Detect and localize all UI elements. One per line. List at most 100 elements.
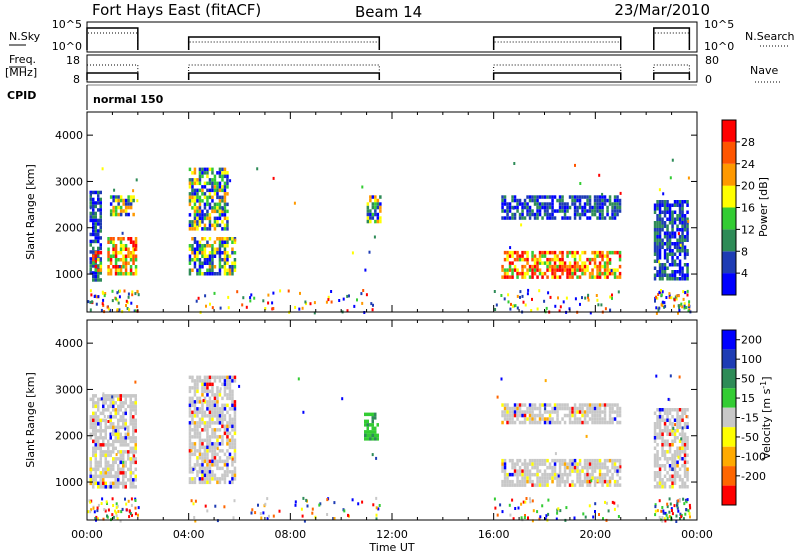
time-tick-labels: 00:00 04:00 08:00 12:00 16:00 20:00 00:00 bbox=[71, 528, 713, 541]
power-cell bbox=[226, 237, 229, 241]
velocity-cell bbox=[375, 517, 378, 521]
power-cell bbox=[136, 290, 139, 294]
power-cell bbox=[681, 231, 684, 235]
power-cell bbox=[601, 195, 604, 199]
power-cell bbox=[543, 261, 547, 265]
velocity-cell bbox=[608, 469, 612, 473]
power-cell bbox=[656, 214, 659, 218]
velocity-cell bbox=[578, 420, 582, 425]
power-cell bbox=[528, 264, 532, 269]
velocity-cell bbox=[129, 512, 132, 515]
power-cell bbox=[576, 261, 579, 265]
power-cell bbox=[687, 219, 690, 223]
power-cell bbox=[508, 254, 512, 258]
velocity-cell bbox=[134, 446, 137, 451]
velocity-cell bbox=[571, 410, 574, 414]
velocity-cell bbox=[134, 380, 137, 384]
power-cell bbox=[117, 202, 120, 206]
power-cell bbox=[112, 251, 115, 255]
velocity-cell bbox=[594, 502, 597, 506]
velocity-cell bbox=[132, 481, 135, 486]
velocity-cell bbox=[109, 471, 112, 475]
power-cell bbox=[366, 202, 370, 206]
power-cell bbox=[551, 216, 554, 220]
power-cell bbox=[533, 195, 537, 199]
power-cell bbox=[231, 272, 234, 276]
velocity-cell bbox=[566, 472, 569, 477]
power-cell bbox=[193, 220, 197, 224]
velocity-cell bbox=[676, 502, 679, 506]
velocity-cell bbox=[576, 476, 579, 480]
power-cell bbox=[188, 195, 192, 200]
power-cell bbox=[216, 272, 219, 276]
power-cell bbox=[578, 254, 582, 258]
velocity-cell bbox=[218, 379, 222, 383]
velocity-cell bbox=[94, 453, 97, 458]
power-cell bbox=[678, 266, 682, 270]
velocity-cell bbox=[107, 394, 110, 398]
power-cell bbox=[107, 307, 110, 311]
velocity-cell bbox=[132, 446, 135, 451]
power-cell bbox=[87, 300, 90, 304]
velocity-cell bbox=[508, 479, 512, 484]
power-cell bbox=[673, 252, 677, 256]
power-cell bbox=[523, 275, 527, 279]
velocity-cell bbox=[578, 410, 582, 414]
velocity-cell bbox=[555, 517, 558, 521]
velocity-cell bbox=[660, 509, 663, 513]
power-cell bbox=[653, 231, 657, 235]
power-cell bbox=[671, 217, 674, 221]
velocity-cell bbox=[561, 479, 564, 484]
power-cell bbox=[231, 268, 234, 272]
sky-noise-line bbox=[187, 36, 381, 50]
power-cell bbox=[516, 268, 519, 272]
velocity-cell bbox=[598, 403, 602, 407]
power-cell bbox=[97, 229, 100, 233]
velocity-cell bbox=[686, 443, 689, 447]
velocity-cell bbox=[668, 497, 671, 501]
velocity-cell bbox=[548, 476, 552, 480]
velocity-cell bbox=[531, 458, 534, 463]
velocity-cell bbox=[196, 414, 199, 418]
velocity-cell bbox=[105, 500, 108, 504]
power-cell bbox=[588, 195, 592, 199]
velocity-cell bbox=[221, 477, 224, 481]
velocity-cell bbox=[134, 512, 137, 516]
power-cell bbox=[374, 202, 377, 206]
power-cell bbox=[553, 254, 557, 258]
power-cell bbox=[606, 250, 609, 255]
power-cell bbox=[127, 195, 130, 199]
velocity-cell bbox=[188, 396, 192, 401]
power-cell bbox=[573, 257, 577, 262]
velocity-cell bbox=[117, 510, 120, 513]
velocity-cell bbox=[326, 513, 329, 516]
power-cell bbox=[369, 209, 372, 213]
power-cell bbox=[536, 216, 539, 220]
power-cell bbox=[198, 181, 202, 186]
velocity-cell bbox=[213, 431, 217, 436]
power-cell bbox=[368, 250, 371, 254]
power-cell bbox=[661, 270, 664, 274]
power-cell bbox=[559, 305, 562, 309]
power-cell bbox=[94, 254, 98, 258]
velocity-cell bbox=[571, 469, 574, 473]
power-cell bbox=[593, 202, 597, 206]
velocity-colorbar-swatch bbox=[722, 407, 736, 428]
power-cell bbox=[663, 252, 667, 256]
power-cell bbox=[218, 213, 222, 217]
power-cell bbox=[223, 185, 227, 189]
power-cell bbox=[114, 198, 118, 203]
velocity-cell bbox=[528, 458, 532, 463]
velocity-colorbar-tick-label: -200 bbox=[741, 470, 766, 483]
velocity-cell bbox=[607, 509, 610, 513]
power-cell bbox=[666, 207, 669, 211]
velocity-cell bbox=[608, 479, 612, 484]
velocity-cell bbox=[114, 457, 117, 461]
velocity-cell bbox=[566, 413, 569, 418]
velocity-cell bbox=[558, 479, 562, 484]
velocity-cell bbox=[369, 430, 372, 434]
power-cell bbox=[264, 307, 267, 310]
power-cell bbox=[208, 237, 212, 241]
velocity-cell bbox=[223, 414, 227, 418]
range-tick-label: 4000 bbox=[55, 337, 83, 350]
